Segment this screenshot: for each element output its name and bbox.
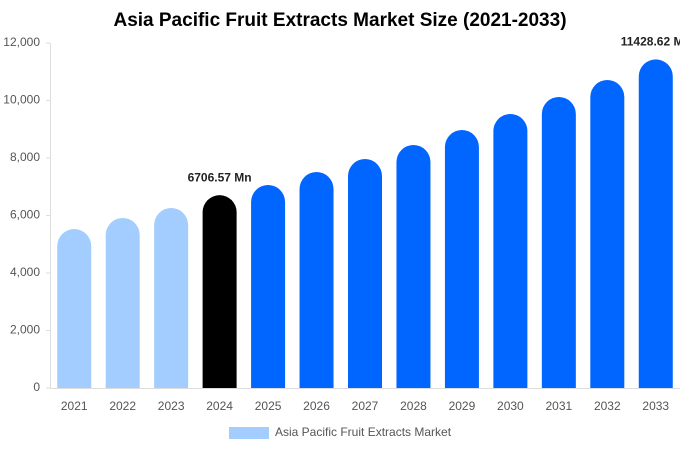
- bar: [444, 129, 479, 388]
- x-tick-label: 2028: [400, 399, 427, 413]
- x-tick-label: 2033: [642, 399, 669, 413]
- x-tick-label: 2024: [206, 399, 233, 413]
- bar: [348, 159, 382, 388]
- x-tick-label: 2029: [449, 399, 476, 413]
- y-tick-label: 4,000: [10, 265, 40, 279]
- x-tick-label: 2027: [352, 399, 379, 413]
- x-tick-label: 2026: [303, 399, 330, 413]
- bar: [202, 195, 237, 388]
- value-label: 6706.57 Mn: [188, 170, 252, 184]
- y-tick-label: 8,000: [10, 150, 40, 164]
- y-tick-label: 0: [33, 380, 40, 394]
- x-tick-label: 2021: [61, 399, 88, 413]
- value-label: 11428.62 Mn: [621, 35, 680, 49]
- bar: [154, 207, 189, 388]
- y-tick-label: 2,000: [10, 323, 40, 337]
- y-tick-label: 10,000: [3, 93, 40, 107]
- bar: [105, 218, 140, 388]
- x-tick-label: 2030: [497, 399, 524, 413]
- chart-title: Asia Pacific Fruit Extracts Market Size …: [113, 10, 566, 31]
- y-tick-label: 12,000: [3, 35, 40, 49]
- legend-swatch: [229, 427, 269, 439]
- bar: [299, 172, 334, 388]
- x-tick-label: 2031: [545, 399, 572, 413]
- x-tick-label: 2022: [109, 399, 136, 413]
- x-tick-label: 2032: [594, 399, 621, 413]
- x-tick-label: 2025: [255, 399, 282, 413]
- x-tick-label: 2023: [158, 399, 185, 413]
- legend-label: Asia Pacific Fruit Extracts Market: [275, 425, 452, 439]
- bar: [396, 145, 431, 388]
- bar: [638, 59, 673, 388]
- bar: [493, 114, 528, 389]
- bar: [251, 184, 286, 388]
- y-tick-label: 6,000: [10, 208, 40, 222]
- bar: [541, 96, 576, 389]
- bar: [57, 229, 92, 388]
- bar: [590, 80, 625, 388]
